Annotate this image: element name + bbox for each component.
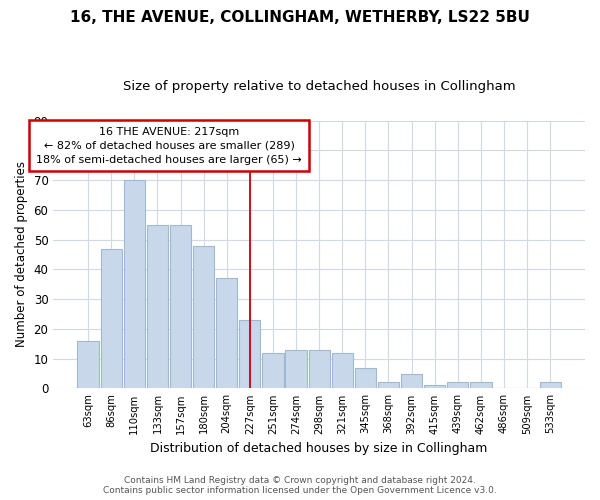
Text: 16, THE AVENUE, COLLINGHAM, WETHERBY, LS22 5BU: 16, THE AVENUE, COLLINGHAM, WETHERBY, LS…	[70, 10, 530, 25]
Y-axis label: Number of detached properties: Number of detached properties	[15, 162, 28, 348]
Bar	[378, 382, 399, 388]
Bar	[447, 382, 469, 388]
Bar	[77, 341, 99, 388]
Bar	[147, 224, 168, 388]
Bar	[170, 224, 191, 388]
Bar	[262, 352, 284, 388]
Bar	[539, 382, 561, 388]
Bar	[355, 368, 376, 388]
Bar	[424, 386, 445, 388]
Bar	[124, 180, 145, 388]
X-axis label: Distribution of detached houses by size in Collingham: Distribution of detached houses by size …	[151, 442, 488, 455]
Text: Contains HM Land Registry data © Crown copyright and database right 2024.
Contai: Contains HM Land Registry data © Crown c…	[103, 476, 497, 495]
Title: Size of property relative to detached houses in Collingham: Size of property relative to detached ho…	[123, 80, 515, 93]
Bar	[193, 246, 214, 388]
Bar	[470, 382, 491, 388]
Bar	[308, 350, 330, 389]
Bar	[101, 248, 122, 388]
Bar	[401, 374, 422, 388]
Bar	[286, 350, 307, 389]
Bar	[332, 352, 353, 388]
Text: 16 THE AVENUE: 217sqm
← 82% of detached houses are smaller (289)
18% of semi-det: 16 THE AVENUE: 217sqm ← 82% of detached …	[36, 126, 302, 164]
Bar	[239, 320, 260, 388]
Bar	[216, 278, 238, 388]
